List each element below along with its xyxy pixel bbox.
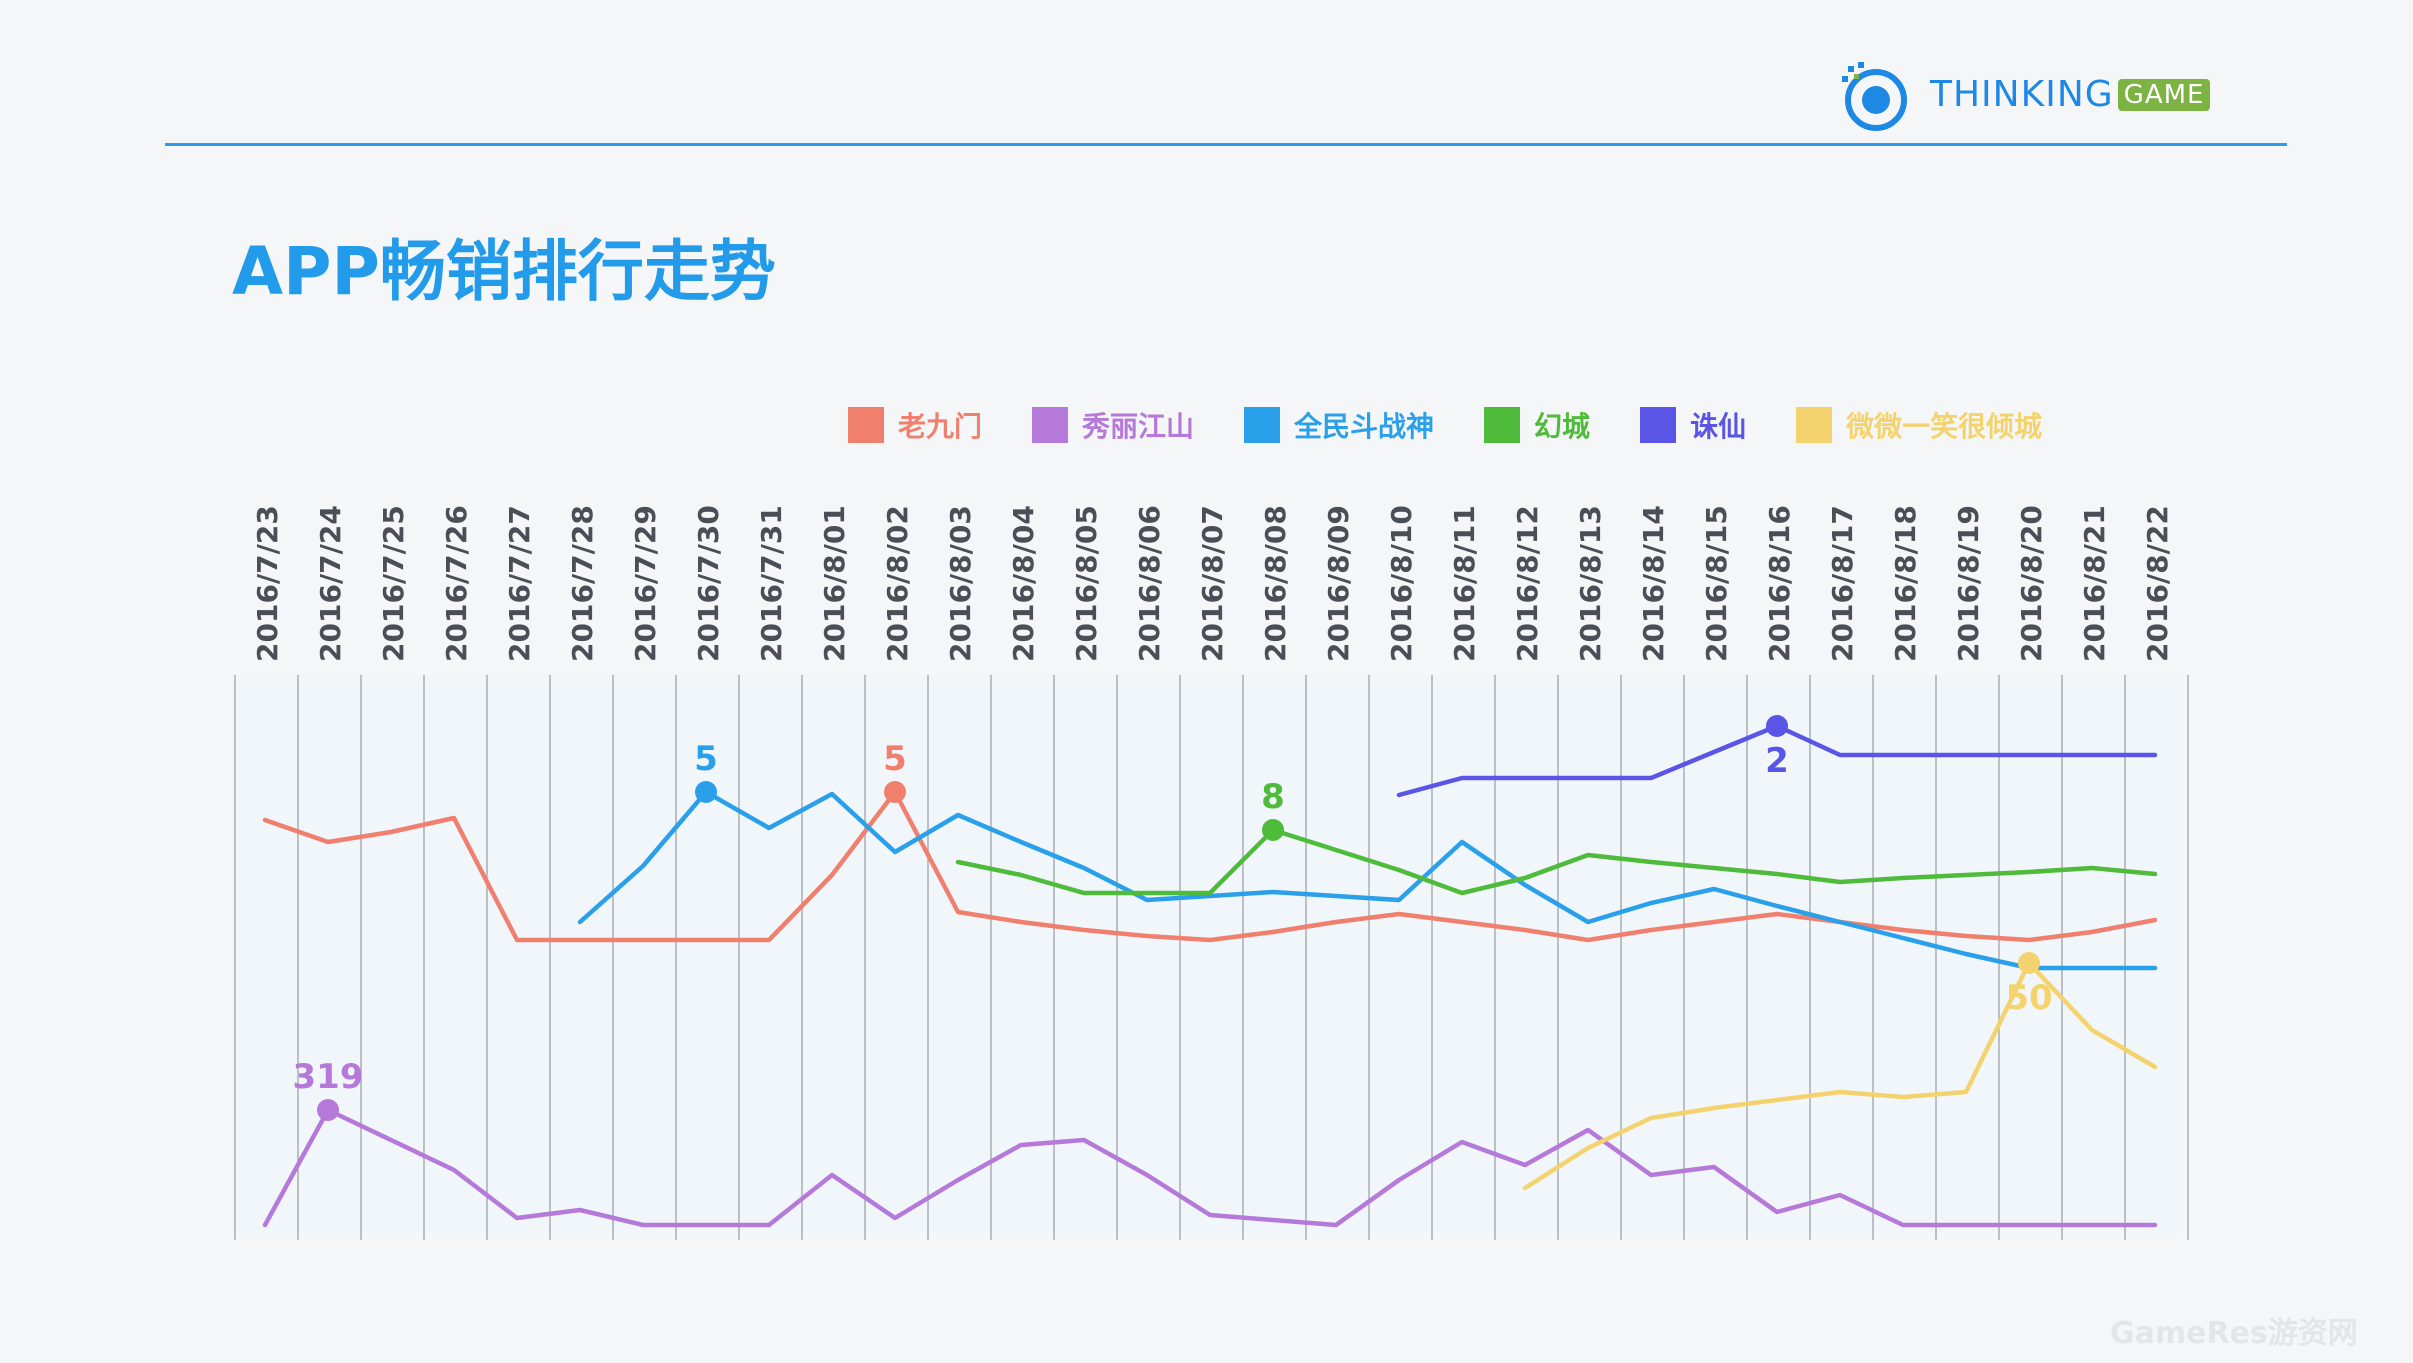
series-lines: 5 319 5 8 2 50 <box>262 715 2158 1228</box>
legend-swatch <box>1796 407 1833 443</box>
chart-legend: 老九门 秀丽江山 全民斗战神 幻城 诛仙 微微一笑很倾城 <box>848 403 2092 447</box>
x-tick-label: 2016/8/18 <box>1889 505 1922 662</box>
brand-logo: THINKING GAME <box>1838 60 2298 134</box>
legend-item: 秀丽江山 <box>1032 405 1194 445</box>
legend-swatch <box>1484 407 1521 443</box>
legend-swatch <box>1640 407 1677 443</box>
x-tick-label: 2016/7/25 <box>377 505 410 662</box>
brand-name: THINKING GAME <box>1930 74 2211 115</box>
data-label: 5 <box>694 739 718 779</box>
x-tick-label: 2016/8/17 <box>1826 505 1859 662</box>
x-tick-label: 2016/8/11 <box>1448 505 1481 662</box>
brand-name-thinking: THINKING <box>1930 74 2114 115</box>
x-tick-label: 2016/7/30 <box>692 505 725 662</box>
legend-item: 微微一笑很倾城 <box>1796 405 2042 445</box>
x-tick-label: 2016/8/20 <box>2015 505 2048 662</box>
legend-label: 微微一笑很倾城 <box>1846 410 2043 443</box>
x-tick-label: 2016/7/24 <box>314 505 347 662</box>
brand-name-game: GAME <box>2117 79 2211 111</box>
x-tick-label: 2016/8/13 <box>1574 505 1607 662</box>
x-axis-ticks: 2016/7/23 2016/7/24 2016/7/25 2016/7/26 2016… <box>251 505 2174 662</box>
x-tick-label: 2016/8/22 <box>2141 505 2174 662</box>
legend-item: 老九门 <box>848 405 982 445</box>
x-tick-label: 2016/8/07 <box>1196 505 1229 662</box>
legend-label: 诛仙 <box>1690 410 1747 443</box>
x-tick-label: 2016/8/01 <box>818 505 851 662</box>
series-marker <box>695 781 717 803</box>
x-tick-label: 2016/7/31 <box>755 505 788 662</box>
x-tick-label: 2016/8/06 <box>1133 505 1166 662</box>
series-marker <box>884 781 906 803</box>
series-line <box>1522 960 2158 1191</box>
x-tick-label: 2016/8/14 <box>1637 505 1670 662</box>
data-label: 50 <box>2005 978 2052 1018</box>
x-tick-label: 2016/7/29 <box>629 505 662 662</box>
series-marker <box>317 1099 339 1121</box>
series-marker <box>2018 952 2040 974</box>
x-tick-label: 2016/8/19 <box>1952 505 1985 662</box>
legend-swatch <box>1032 407 1069 443</box>
plot-area <box>235 675 2180 1235</box>
legend-label: 秀丽江山 <box>1082 410 1195 443</box>
legend-swatch <box>1244 407 1281 443</box>
data-label: 8 <box>1261 777 1285 817</box>
x-tick-label: 2016/8/08 <box>1259 505 1292 662</box>
x-tick-label: 2016/8/16 <box>1763 505 1796 662</box>
data-label: 319 <box>293 1057 364 1097</box>
page-title: APP畅销排行走势 <box>232 233 776 310</box>
x-tick-label: 2016/8/09 <box>1322 505 1355 662</box>
x-tick-label: 2016/8/02 <box>881 505 914 662</box>
x-tick-label: 2016/7/23 <box>251 505 284 662</box>
legend-swatch <box>848 407 884 443</box>
x-tick-label: 2016/8/03 <box>944 505 977 662</box>
data-label: 2 <box>1765 741 1789 781</box>
series-marker <box>1766 715 1788 737</box>
watermark: GameRes游资网 <box>2110 1316 2358 1351</box>
x-tick-label: 2016/8/15 <box>1700 505 1733 662</box>
legend-item: 全民斗战神 <box>1244 405 1434 445</box>
data-label: 5 <box>883 739 907 779</box>
header-divider <box>165 143 2287 146</box>
x-tick-label: 2016/8/12 <box>1511 505 1544 662</box>
x-tick-label: 2016/8/04 <box>1007 505 1040 662</box>
series-line <box>577 789 2158 971</box>
series-marker <box>1262 819 1284 841</box>
brain-head-icon <box>1842 62 1907 131</box>
legend-label: 全民斗战神 <box>1294 410 1435 443</box>
legend-label: 幻城 <box>1534 410 1591 443</box>
x-tick-label: 2016/7/26 <box>440 505 473 662</box>
legend-label: 老九门 <box>898 410 983 443</box>
legend-item: 幻城 <box>1484 405 1590 445</box>
x-tick-label: 2016/8/21 <box>2078 505 2111 662</box>
legend-item: 诛仙 <box>1640 405 1746 445</box>
series-line <box>955 827 2158 896</box>
series-line <box>262 1107 2158 1228</box>
x-tick-label: 2016/8/05 <box>1070 505 1103 662</box>
x-tick-label: 2016/7/28 <box>566 505 599 662</box>
x-tick-label: 2016/8/10 <box>1385 505 1418 662</box>
x-tick-label: 2016/7/27 <box>503 505 536 662</box>
